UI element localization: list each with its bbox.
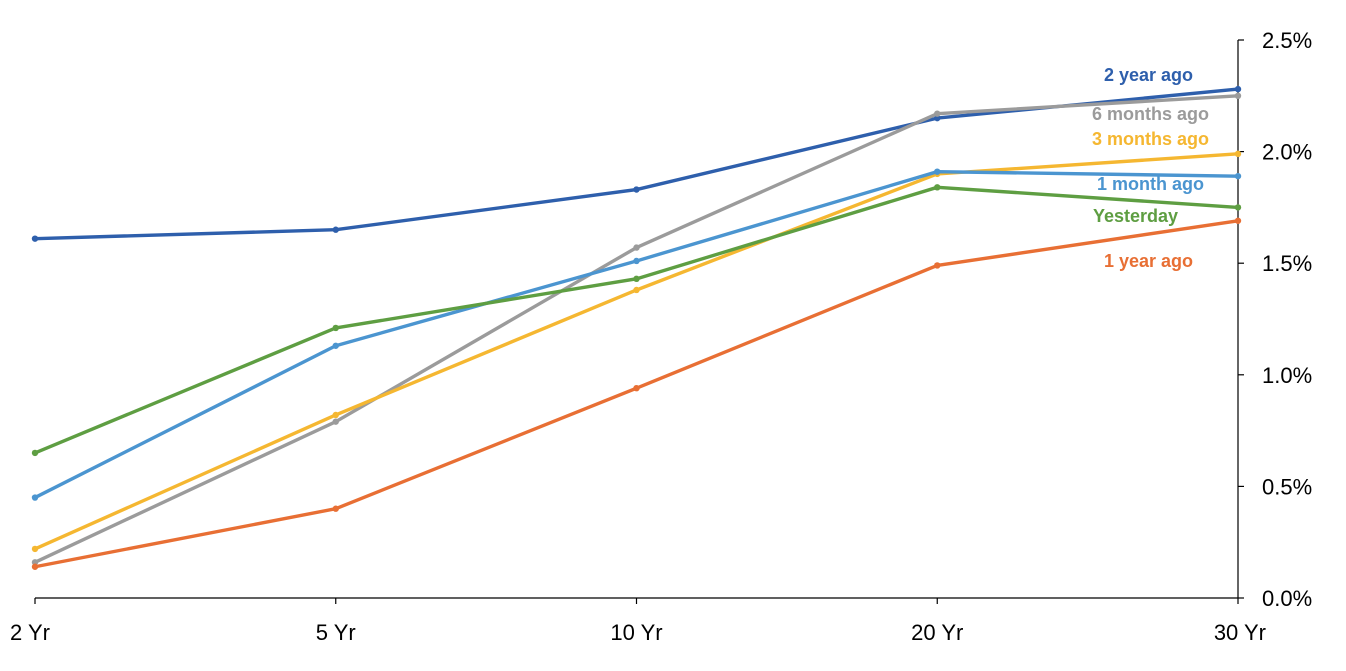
y-tick-label: 2.0%: [1262, 140, 1312, 165]
data-point: [1234, 150, 1242, 158]
data-point: [934, 114, 941, 122]
data-point: [1234, 172, 1242, 180]
data-point: [633, 186, 640, 193]
series-line: [33, 87, 1240, 241]
data-point: [633, 257, 640, 265]
series-label: Yesterday: [1093, 206, 1178, 226]
series-line: [33, 185, 1240, 455]
series-2-year-ago: [31, 85, 1242, 242]
data-point: [1234, 217, 1242, 224]
data-point: [332, 505, 339, 512]
series-1-year-ago: [31, 217, 1242, 570]
series-label: 6 months ago: [1092, 104, 1209, 124]
data-point: [1234, 204, 1242, 211]
series-labels: 2 year ago 6 months ago 3 months ago 1 mont…: [1092, 65, 1209, 271]
y-tick-label: 0.0%: [1262, 586, 1312, 611]
x-tick-label: 30 Yr: [1214, 620, 1266, 645]
data-point: [934, 262, 941, 269]
data-point: [31, 545, 39, 553]
data-point: [633, 244, 640, 251]
x-tick-label: 2 Yr: [10, 620, 50, 645]
data-point: [31, 449, 39, 457]
data-point: [332, 324, 339, 332]
series-yesterday: [31, 184, 1242, 457]
series-lines: [31, 85, 1242, 570]
y-tick-label: 1.5%: [1262, 251, 1312, 276]
data-point: [633, 286, 640, 294]
x-tick-label: 20 Yr: [911, 620, 963, 645]
y-tick-label: 0.5%: [1262, 474, 1312, 499]
data-point: [332, 226, 339, 233]
series-line: [33, 169, 1240, 500]
data-point: [31, 494, 39, 501]
series-6-months-ago: [31, 92, 1242, 566]
data-point: [31, 559, 39, 566]
series-3-months-ago: [31, 150, 1242, 553]
axes: 2 Yr 5 Yr 10 Yr 20 Yr 30 Yr 0.0% 0.5% 1.0% 1.5% 2…: [10, 28, 1312, 645]
y-tick-label: 1.0%: [1262, 363, 1312, 388]
data-point: [31, 563, 39, 570]
data-point: [633, 384, 640, 392]
data-point: [332, 411, 339, 419]
series-label: 3 months ago: [1092, 129, 1209, 149]
data-point: [633, 275, 640, 283]
data-point: [31, 235, 39, 242]
data-point: [1234, 92, 1242, 100]
series-1-month-ago: [31, 168, 1242, 501]
series-line: [33, 219, 1240, 569]
data-point: [934, 168, 941, 175]
series-line: [33, 152, 1240, 551]
data-point: [934, 184, 941, 191]
y-tick-label: 2.5%: [1262, 28, 1312, 53]
data-point: [934, 110, 941, 117]
x-tick-label: 10 Yr: [610, 620, 662, 645]
series-label: 1 year ago: [1104, 251, 1193, 271]
series-label: 2 year ago: [1104, 65, 1193, 85]
data-point: [332, 342, 339, 349]
x-tick-label: 5 Yr: [316, 620, 356, 645]
series-label: 1 month ago: [1097, 174, 1204, 194]
data-point: [1234, 85, 1242, 93]
data-point: [332, 418, 339, 425]
